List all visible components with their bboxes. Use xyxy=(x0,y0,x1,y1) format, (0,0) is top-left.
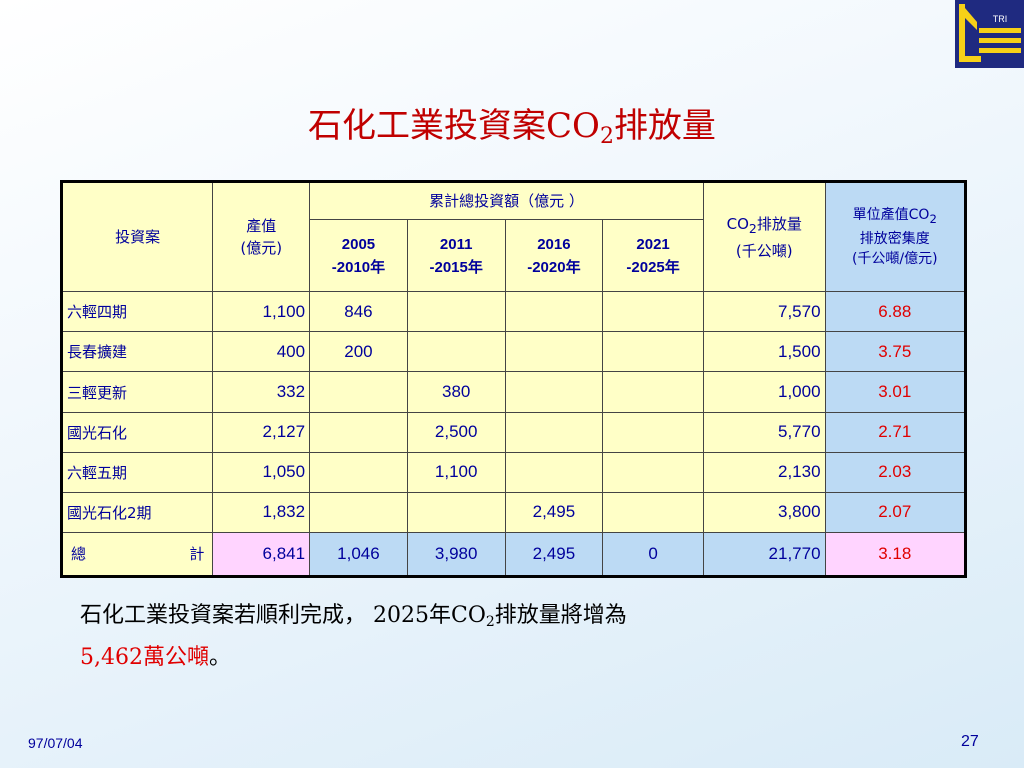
header-year-2005: 2005 -2010年 xyxy=(309,219,408,293)
row-y2 xyxy=(406,331,506,373)
row-co2: 1,000 xyxy=(702,371,826,413)
total-y3: 2,495 xyxy=(504,531,604,578)
row-name: 國光石化 xyxy=(60,411,214,453)
row-name: 國光石化2期 xyxy=(60,491,214,533)
table-row: 六輕四期 1,100 846 7,570 6.88 xyxy=(60,291,967,333)
header-investment: 累計總投資額（億元 ） xyxy=(309,180,704,221)
page-title: 石化工業投資案CO2排放量 xyxy=(308,106,716,149)
co2-table: 投資案 產值 (億元) 累計總投資額（億元 ） CO2排放量 (千公噸) 單位產值C… xyxy=(60,180,967,578)
footer-date: 97/07/04 xyxy=(28,735,83,751)
row-y3 xyxy=(504,411,604,453)
row-value: 1,050 xyxy=(212,451,311,493)
total-row: 總計 6,841 1,046 3,980 2,495 0 21,770 3.18 xyxy=(60,531,967,578)
row-y1 xyxy=(309,411,408,453)
tri-logo: TRI xyxy=(955,0,1024,68)
row-value: 400 xyxy=(212,331,311,373)
summary-note: 石化工業投資案若順利完成， 2025年CO2排放量將增為 5,462萬公噸。 xyxy=(80,603,627,670)
row-value: 1,832 xyxy=(212,491,311,533)
table-row: 國光石化 2,127 2,500 5,770 2.71 xyxy=(60,411,967,453)
header-value: 產值 (億元) xyxy=(212,180,311,293)
total-co2: 21,770 xyxy=(702,531,826,578)
row-ratio: 6.88 xyxy=(824,291,967,333)
row-name: 長春擴建 xyxy=(60,331,214,373)
highlight-amount: 5,462萬公噸 xyxy=(80,645,209,670)
row-y4 xyxy=(602,411,704,453)
table-row: 六輕五期 1,050 1,100 2,130 2.03 xyxy=(60,451,967,493)
row-y1 xyxy=(309,491,408,533)
total-y2: 3,980 xyxy=(406,531,506,578)
row-ratio: 2.07 xyxy=(824,491,967,533)
row-co2: 2,130 xyxy=(702,451,826,493)
row-value: 1,100 xyxy=(212,291,311,333)
row-y2: 380 xyxy=(406,371,506,413)
row-y3: 2,495 xyxy=(504,491,604,533)
total-y1: 1,046 xyxy=(309,531,408,578)
row-co2: 5,770 xyxy=(702,411,826,453)
row-y1: 200 xyxy=(309,331,408,373)
row-y1 xyxy=(309,451,408,493)
header-project: 投資案 xyxy=(60,180,214,293)
total-ratio: 3.18 xyxy=(824,531,967,578)
row-y1: 846 xyxy=(309,291,408,333)
total-label: 總計 xyxy=(60,531,214,578)
row-co2: 3,800 xyxy=(702,491,826,533)
row-value: 332 xyxy=(212,371,311,413)
row-y4 xyxy=(602,451,704,493)
header-year-2021: 2021 -2025年 xyxy=(602,219,704,293)
row-value: 2,127 xyxy=(212,411,311,453)
row-name: 六輕五期 xyxy=(60,451,214,493)
header-year-2011: 2011 -2015年 xyxy=(406,219,506,293)
row-ratio: 3.75 xyxy=(824,331,967,373)
total-y4: 0 xyxy=(602,531,704,578)
total-value: 6,841 xyxy=(212,531,311,578)
row-name: 三輕更新 xyxy=(60,371,214,413)
row-y2 xyxy=(406,291,506,333)
row-y3 xyxy=(504,291,604,333)
table-row: 國光石化2期 1,832 2,495 3,800 2.07 xyxy=(60,491,967,533)
row-y2 xyxy=(406,491,506,533)
logo-text: TRI xyxy=(993,14,1008,24)
row-y3 xyxy=(504,331,604,373)
header-intensity: 單位產值CO2 排放密集度 (千公噸/億元) xyxy=(824,180,967,293)
row-y4 xyxy=(602,491,704,533)
header-co2: CO2排放量 (千公噸) xyxy=(702,180,826,293)
row-co2: 1,500 xyxy=(702,331,826,373)
row-y3 xyxy=(504,371,604,413)
row-ratio: 3.01 xyxy=(824,371,967,413)
row-y4 xyxy=(602,331,704,373)
table-row: 三輕更新 332 380 1,000 3.01 xyxy=(60,371,967,413)
row-ratio: 2.71 xyxy=(824,411,967,453)
row-y1 xyxy=(309,371,408,413)
row-y4 xyxy=(602,291,704,333)
row-name: 六輕四期 xyxy=(60,291,214,333)
row-y2: 2,500 xyxy=(406,411,506,453)
row-y4 xyxy=(602,371,704,413)
row-y2: 1,100 xyxy=(406,451,506,493)
row-co2: 7,570 xyxy=(702,291,826,333)
table-row: 長春擴建 400 200 1,500 3.75 xyxy=(60,331,967,373)
row-ratio: 2.03 xyxy=(824,451,967,493)
page-number: 27 xyxy=(961,733,979,750)
row-y3 xyxy=(504,451,604,493)
header-year-2016: 2016 -2020年 xyxy=(504,219,604,293)
